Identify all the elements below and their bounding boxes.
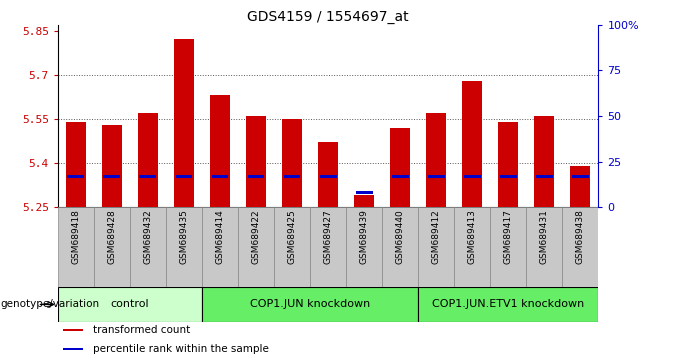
Bar [356,191,373,194]
Bar [202,287,418,322]
Text: GSM689417: GSM689417 [504,210,513,264]
Bar [138,113,158,207]
Bar [248,175,265,178]
Title: GDS4159 / 1554697_at: GDS4159 / 1554697_at [248,10,409,24]
Bar [202,207,238,287]
Bar [139,175,156,178]
Bar [454,207,490,287]
Bar [418,287,598,322]
Text: GSM689427: GSM689427 [324,210,333,264]
Text: GSM689418: GSM689418 [71,210,80,264]
Bar [382,207,418,287]
Bar [490,207,526,287]
Bar [67,175,84,178]
Text: GSM689438: GSM689438 [576,210,585,264]
Bar [166,207,202,287]
Bar [58,287,202,322]
Text: transformed count: transformed count [93,325,190,335]
Bar [102,125,122,207]
Text: GSM689435: GSM689435 [180,210,188,264]
Bar [426,113,446,207]
Bar [103,175,120,178]
Bar [318,142,338,207]
Bar [175,175,192,178]
Bar [498,122,518,207]
Bar [66,122,86,207]
Bar [130,207,166,287]
Bar [174,40,194,207]
Bar [354,195,374,207]
Bar [418,207,454,287]
Bar [428,175,445,178]
Bar [462,81,482,207]
Text: GSM689414: GSM689414 [216,210,224,264]
Text: GSM689428: GSM689428 [107,210,116,264]
Text: genotype/variation: genotype/variation [0,299,99,309]
Bar [390,128,410,207]
Text: GSM689413: GSM689413 [468,210,477,264]
Text: control: control [111,299,149,309]
Text: GSM689425: GSM689425 [288,210,296,264]
Bar [310,207,346,287]
Text: GSM689432: GSM689432 [143,210,152,264]
Bar [464,175,481,178]
Bar [392,175,409,178]
Text: COP1.JUN.ETV1 knockdown: COP1.JUN.ETV1 knockdown [432,299,584,309]
Bar [63,329,83,331]
Bar [246,116,266,207]
Bar [284,175,301,178]
Bar [526,207,562,287]
Bar [63,348,83,350]
Bar [320,175,337,178]
Bar [282,119,302,207]
Bar [562,207,598,287]
Bar [274,207,310,287]
Bar [94,207,130,287]
Text: GSM689422: GSM689422 [252,210,260,264]
Bar [210,95,230,207]
Text: COP1.JUN knockdown: COP1.JUN knockdown [250,299,370,309]
Text: percentile rank within the sample: percentile rank within the sample [93,344,269,354]
Bar [500,175,517,178]
Text: GSM689431: GSM689431 [540,210,549,264]
Bar [238,207,274,287]
Text: GSM689440: GSM689440 [396,210,405,264]
Text: GSM689412: GSM689412 [432,210,441,264]
Bar [572,175,589,178]
Bar [211,175,228,178]
Bar [346,207,382,287]
Bar [571,166,590,207]
Text: GSM689439: GSM689439 [360,210,369,264]
Bar [534,116,554,207]
Bar [58,207,94,287]
Bar [536,175,553,178]
